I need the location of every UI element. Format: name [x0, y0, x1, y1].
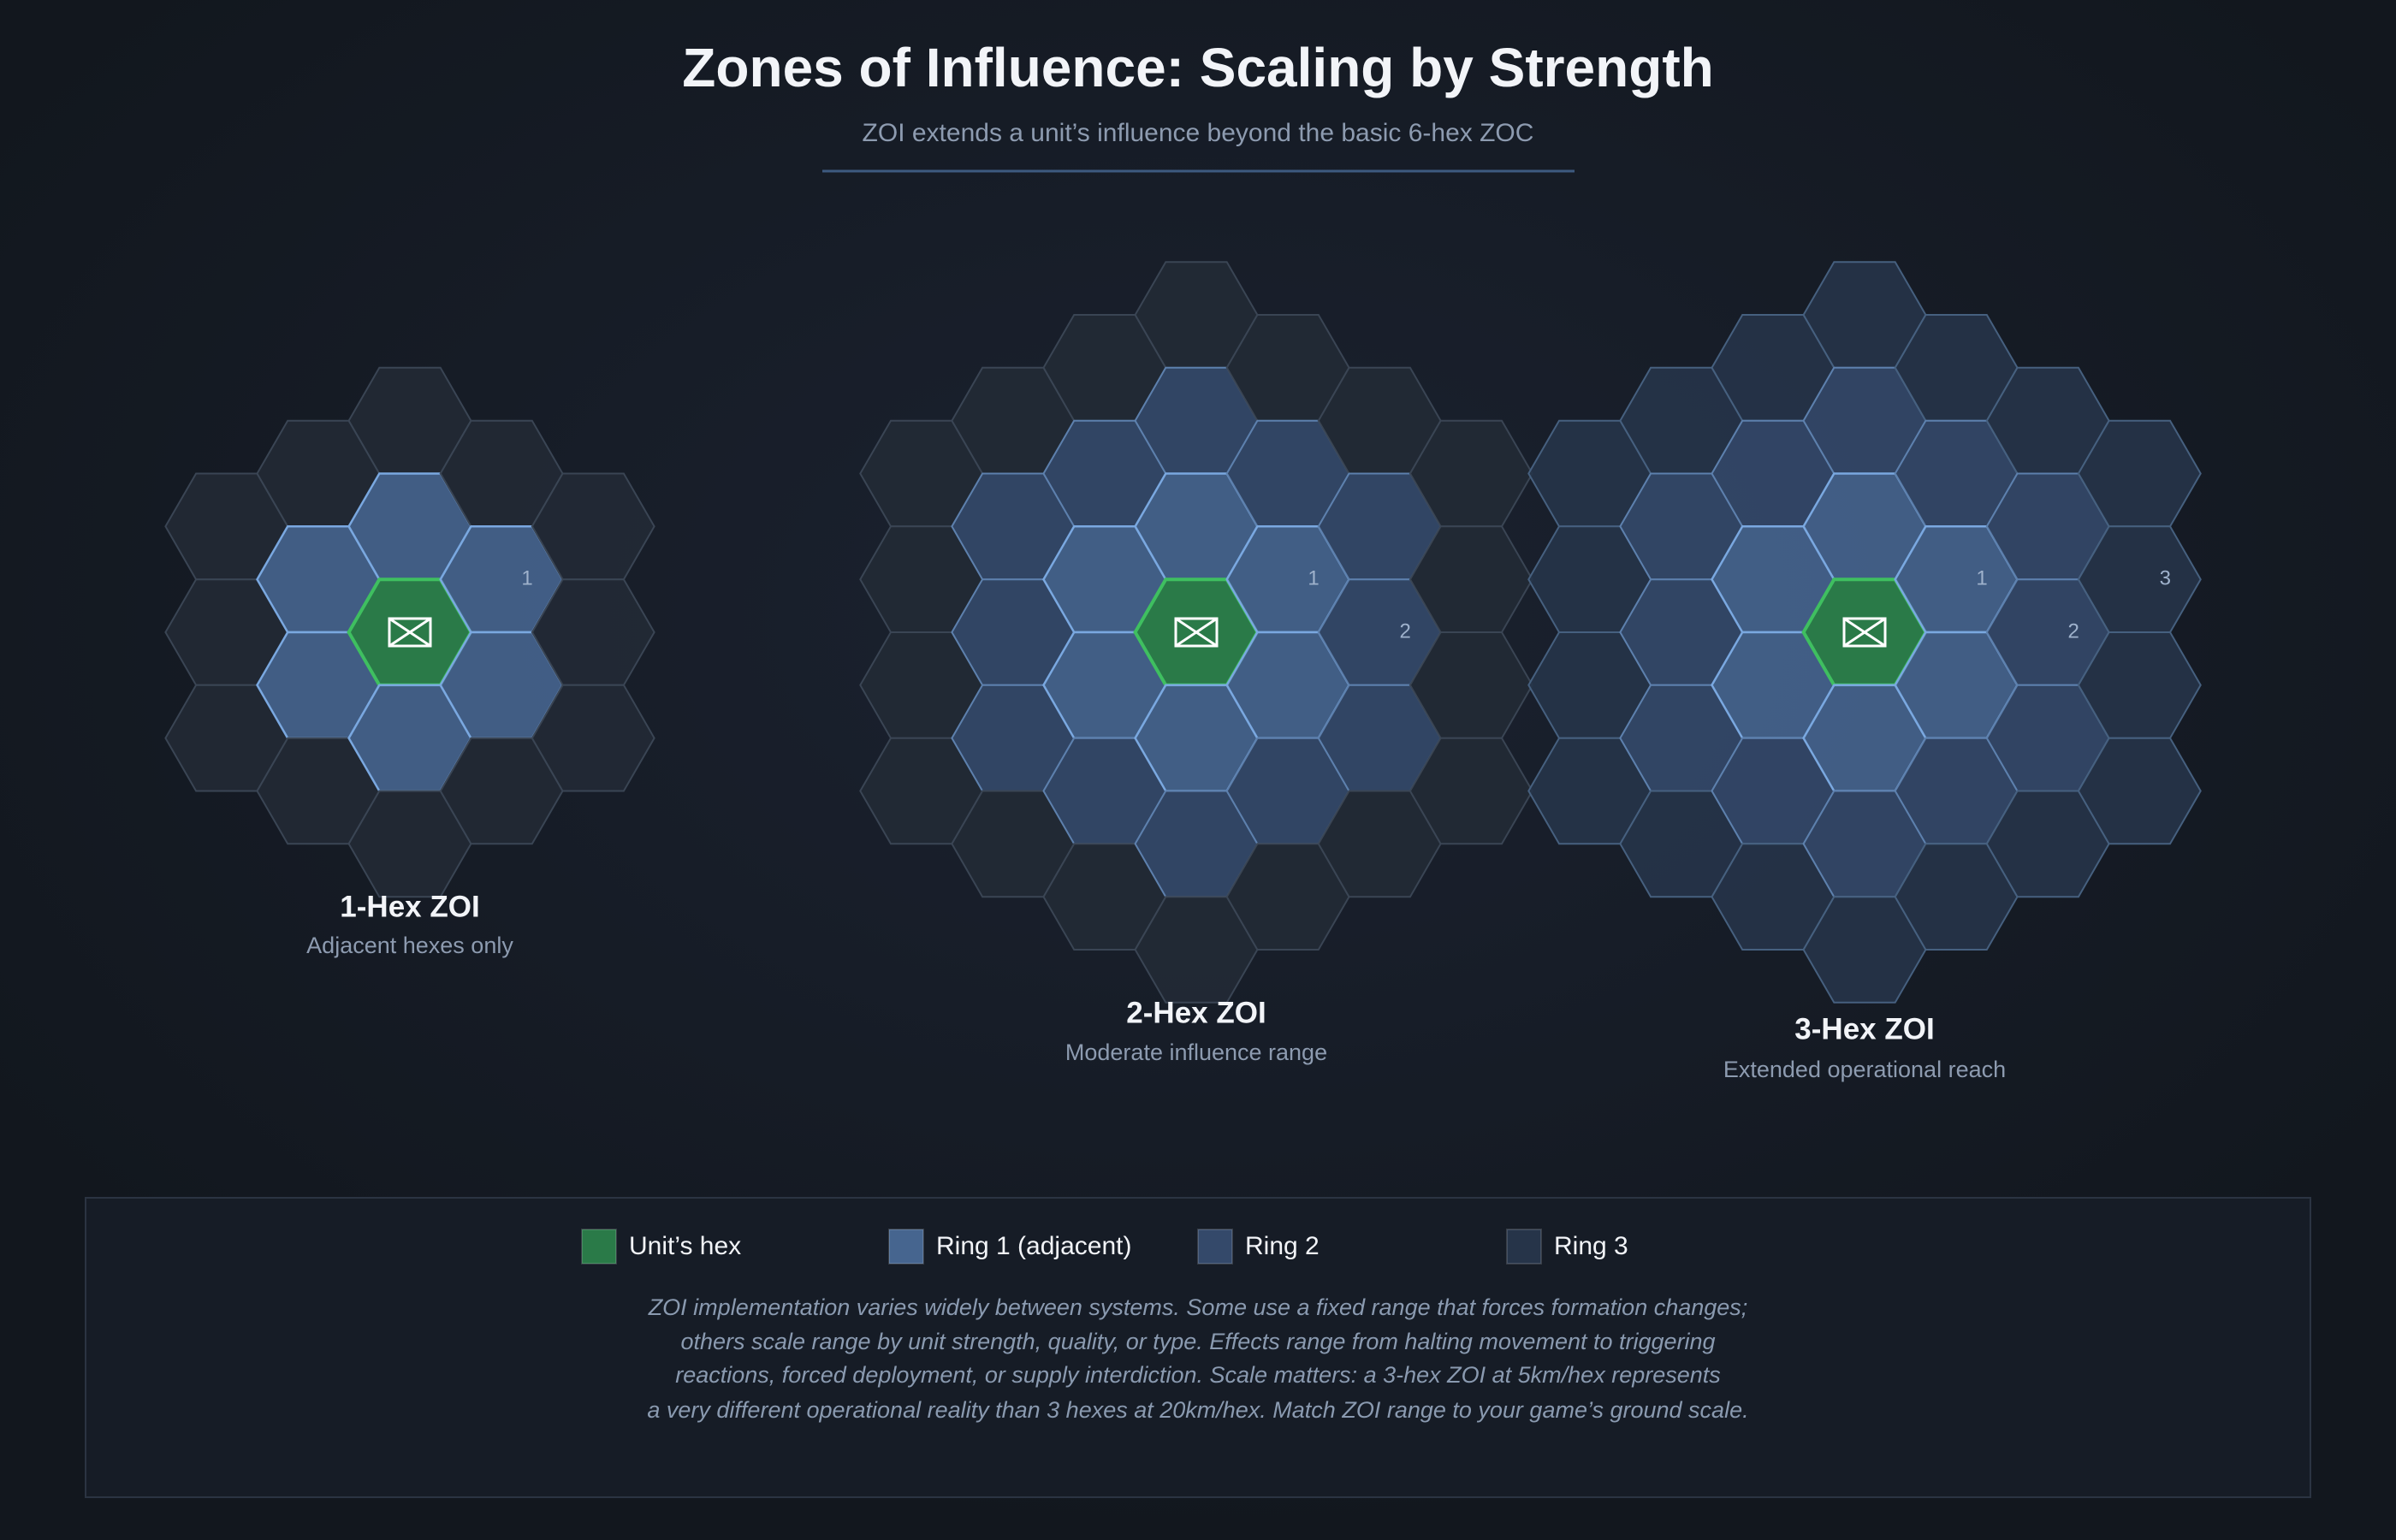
legend-label: Ring 3	[1554, 1232, 1628, 1260]
ring-number: 1	[1976, 567, 1987, 590]
ring-number: 2	[2068, 619, 2079, 643]
legend-swatch	[888, 1229, 924, 1265]
legend-swatch	[1506, 1229, 1542, 1265]
panel-label: 1-Hex ZOI	[340, 890, 479, 923]
legend: Unit’s hex Ring 1 (adjacent) Ring 2 Ring 3	[581, 1229, 1628, 1265]
note: ZOI implementation varies widely between…	[647, 1294, 1748, 1423]
legend-swatch	[1197, 1229, 1233, 1265]
unit-symbol	[1174, 617, 1219, 648]
panel-label: 2-Hex ZOI	[1126, 996, 1266, 1029]
panel-sublabel: Extended operational reach	[1723, 1057, 2006, 1082]
symbol-cross	[1175, 617, 1218, 648]
panel-sublabel: Adjacent hexes only	[306, 933, 513, 958]
subtitle: ZOI extends a unit’s influence beyond th…	[863, 119, 1534, 147]
unit-symbol	[1842, 617, 1887, 648]
ring-number: 2	[1400, 619, 1411, 643]
note-line: reactions, forced deployment, or supply …	[675, 1362, 1721, 1388]
zoi-panel: 1 2 3 3-Hex ZOI Extended operational reach	[1527, 261, 2202, 1082]
note-line: ZOI implementation varies widely between…	[648, 1294, 1748, 1320]
symbol-cross	[1843, 617, 1886, 648]
title: Zones of Influence: Scaling by Strength	[682, 37, 1713, 98]
hex	[531, 684, 655, 792]
ring-number: 3	[2160, 567, 2171, 590]
unit-symbol	[388, 617, 432, 648]
legend-label: Ring 1 (adjacent)	[936, 1232, 1131, 1260]
legend-label: Unit’s hex	[629, 1232, 741, 1260]
legend-swatch	[581, 1229, 617, 1265]
ring-number: 1	[1308, 567, 1319, 590]
symbol-frame	[1174, 617, 1219, 648]
zoi-panel: 1 2 2-Hex ZOI Moderate influence range	[859, 261, 1533, 1065]
symbol-cross	[388, 617, 431, 648]
symbol-frame	[1842, 617, 1887, 648]
note-line: others scale range by unit strength, qua…	[680, 1329, 1715, 1354]
panel-label: 3-Hex ZOI	[1794, 1012, 1934, 1045]
legend-label: Ring 2	[1245, 1232, 1320, 1260]
hex	[1409, 737, 1533, 845]
panel-sublabel: Moderate influence range	[1065, 1040, 1327, 1065]
hex	[2077, 737, 2202, 845]
note-line: a very different operational reality tha…	[647, 1397, 1748, 1423]
panels: 1 1-Hex ZOI Adjacent hexes only 1 2 2-Hex ZOI…	[164, 261, 2202, 1082]
zoi-panel: 1 1-Hex ZOI Adjacent hexes only	[164, 366, 655, 958]
ring-number: 1	[521, 567, 532, 590]
symbol-frame	[388, 617, 432, 648]
